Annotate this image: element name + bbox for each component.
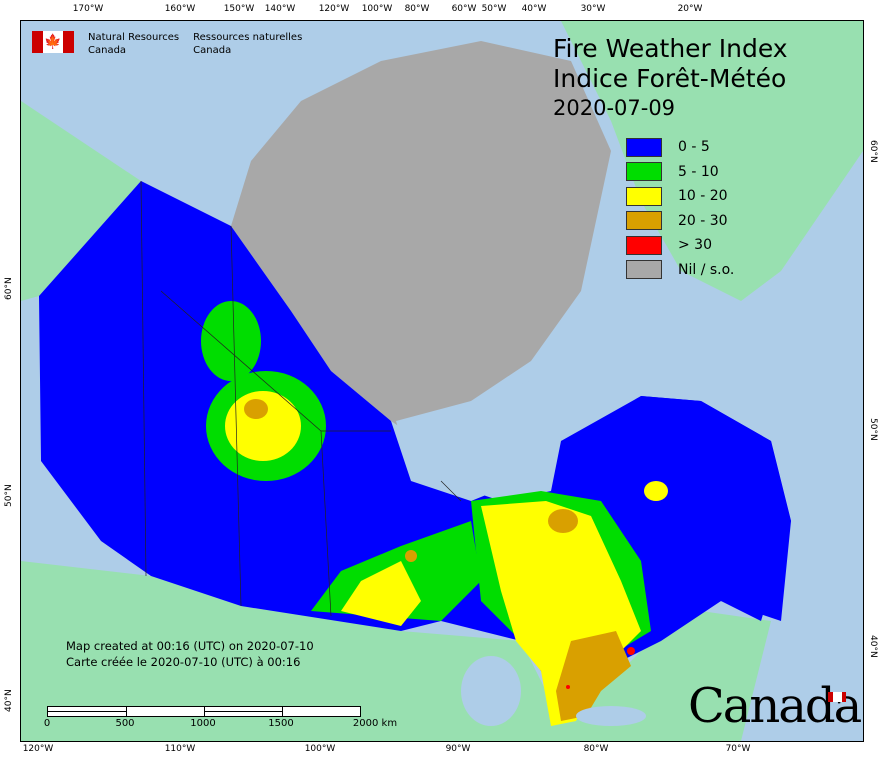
legend-swatch <box>626 137 662 157</box>
greenland-land <box>561 21 863 301</box>
longitude-label: 150°W <box>223 4 255 14</box>
longitude-label: 20°W <box>677 4 703 14</box>
nrcan-logo: 🍁 Natural Resources Canada Ressources nat… <box>32 31 302 57</box>
scale-bar <box>47 706 361 717</box>
map-frame[interactable] <box>20 20 864 742</box>
legend-swatch <box>626 186 662 206</box>
latitude-label: 50°N <box>4 484 14 507</box>
credit-text: Map created at 00:16 (UTC) on 2020-07-10… <box>66 638 314 670</box>
fwi-10-20-nw <box>225 391 301 461</box>
fwi-over-30-2 <box>566 685 570 689</box>
legend-item: > 30 <box>626 233 734 258</box>
org-name-en: Natural Resources Canada <box>88 32 180 56</box>
fwi-map <box>21 21 863 741</box>
scale-label: 1000 <box>190 718 216 729</box>
legend-label: Nil / s.o. <box>678 261 735 278</box>
scale-label: 2000 km <box>352 718 398 729</box>
longitude-label: 120°W <box>318 4 350 14</box>
latitude-label: 40°N <box>868 635 878 658</box>
longitude-label: 120°W <box>22 744 54 754</box>
legend-item: 5 - 10 <box>626 160 734 185</box>
legend-label: > 30 <box>678 237 712 254</box>
lake-erie <box>576 706 646 726</box>
credit-en: Map created at 00:16 (UTC) on 2020-07-10 <box>66 639 314 653</box>
legend-swatch <box>626 162 662 182</box>
fwi-10-20-quebec <box>644 481 668 501</box>
legend-item: 10 - 20 <box>626 184 734 209</box>
longitude-label: 80°W <box>583 744 609 754</box>
legend-label: 5 - 10 <box>678 163 719 180</box>
longitude-label: 50°W <box>481 4 507 14</box>
longitude-label: 70°W <box>725 744 751 754</box>
wordmark-flag-icon <box>828 692 846 702</box>
title-fr: Indice Forêt-Météo <box>553 64 787 93</box>
longitude-label: 80°W <box>404 4 430 14</box>
credit-fr: Carte créée le 2020-07-10 (UTC) à 00:16 <box>66 655 301 669</box>
latitude-label: 40°N <box>4 689 14 712</box>
legend-item: Nil / s.o. <box>626 258 734 283</box>
map-date: 2020-07-09 <box>553 96 676 120</box>
longitude-label: 140°W <box>264 4 296 14</box>
province-borders <box>140 180 462 617</box>
longitude-label: 100°W <box>304 744 336 754</box>
canada-wordmark: Canada <box>688 678 862 734</box>
legend: 0 - 5 5 - 10 10 - 20 20 - 30 > 30 Nil / s.o. <box>626 135 734 282</box>
longitude-label: 40°W <box>521 4 547 14</box>
alaska-land <box>21 101 141 301</box>
latitude-label: 60°N <box>868 140 878 163</box>
arctic-nil <box>231 41 611 441</box>
great-lake <box>461 656 521 726</box>
scale-label: 1500 <box>268 718 294 729</box>
org-name-fr: Ressources naturelles Canada <box>193 32 303 56</box>
legend-swatch <box>626 235 662 255</box>
latitude-label: 60°N <box>4 277 14 300</box>
longitude-label: 170°W <box>72 4 104 14</box>
longitude-label: 110°W <box>164 744 196 754</box>
fwi-over-30 <box>627 647 635 655</box>
legend-item: 20 - 30 <box>626 209 734 234</box>
canada-flag-icon: 🍁 <box>32 31 74 53</box>
map-title: Fire Weather Index Indice Forêt-Météo <box>553 34 788 94</box>
legend-label: 0 - 5 <box>678 139 710 156</box>
latitude-label: 50°N <box>868 418 878 441</box>
title-en: Fire Weather Index <box>553 34 788 63</box>
longitude-label: 160°W <box>164 4 196 14</box>
fwi-20-30-spot <box>405 550 417 562</box>
fwi-20-30-nw <box>244 399 268 419</box>
fwi-20-30-ont <box>548 509 578 533</box>
longitude-label: 30°W <box>580 4 606 14</box>
longitude-label: 60°W <box>451 4 477 14</box>
fwi-10-20-south <box>341 561 421 626</box>
scale-label: 0 <box>43 718 51 729</box>
legend-swatch <box>626 211 662 231</box>
longitude-label: 90°W <box>445 744 471 754</box>
longitude-label: 100°W <box>361 4 393 14</box>
legend-swatch <box>626 260 662 280</box>
usa-land <box>21 561 771 741</box>
hudson-bay <box>396 381 561 501</box>
scale-label: 500 <box>115 718 135 729</box>
fwi-20-30-south <box>556 631 631 721</box>
legend-label: 10 - 20 <box>678 188 728 205</box>
legend-item: 0 - 5 <box>626 135 734 160</box>
fwi-5-10-north <box>201 301 261 381</box>
legend-label: 20 - 30 <box>678 212 728 229</box>
